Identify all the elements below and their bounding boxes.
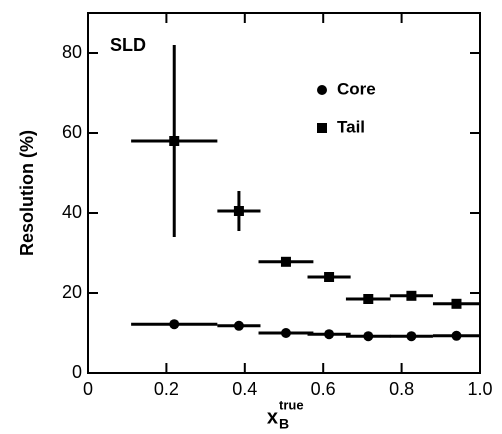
x-tick-label: 1.0 <box>467 379 492 399</box>
x-axis-label: x B true <box>267 397 304 431</box>
marker <box>324 272 335 282</box>
marker <box>363 331 374 342</box>
legend-marker <box>317 85 327 95</box>
x-tick-label: 0.8 <box>389 379 414 399</box>
marker <box>280 256 291 267</box>
plot-frame <box>87 12 481 374</box>
marker <box>324 329 335 340</box>
marker <box>280 328 291 338</box>
x-label-main: x <box>267 406 278 428</box>
x-tick-label: 0.4 <box>232 379 257 399</box>
marker <box>233 206 244 216</box>
x-tick-label: 0.2 <box>154 379 179 399</box>
marker <box>169 319 180 330</box>
x-label-sup: true <box>279 397 304 412</box>
marker <box>169 136 180 146</box>
legend-label: Core <box>337 79 376 98</box>
marker <box>406 290 417 301</box>
marker <box>233 320 244 331</box>
marker <box>363 294 374 304</box>
y-axis-label: Resolution (%) <box>17 130 37 256</box>
marker <box>451 330 462 341</box>
marker <box>406 331 417 342</box>
x-label-sub: B <box>279 416 289 432</box>
x-tick-label: 0.6 <box>311 379 336 399</box>
x-tick-label: 0 <box>83 379 93 399</box>
legend-marker <box>317 123 327 133</box>
y-tick-label: 80 <box>62 42 82 62</box>
marker <box>451 298 462 309</box>
y-tick-label: 60 <box>62 122 82 142</box>
annotation: SLD <box>110 35 146 55</box>
y-tick-label: 0 <box>72 362 82 382</box>
y-tick-label: 20 <box>62 282 82 302</box>
y-tick-label: 40 <box>62 202 82 222</box>
legend-label: Tail <box>337 117 365 136</box>
